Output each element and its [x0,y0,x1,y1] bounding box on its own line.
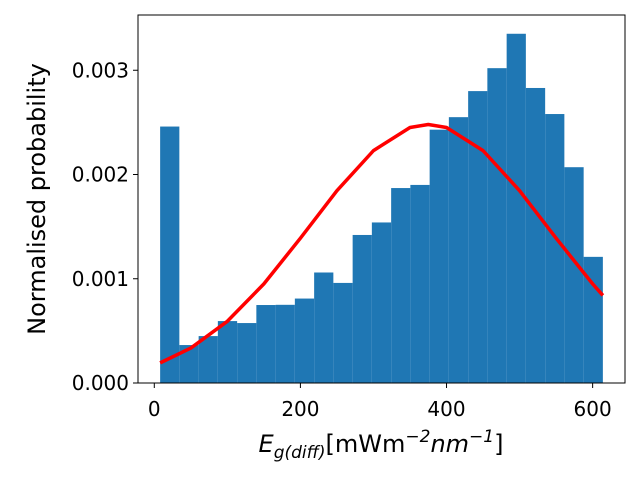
bar [294,298,315,383]
bar [333,282,353,383]
bar [179,345,199,383]
bar [352,234,372,383]
y-axis-label: Normalised probability [23,63,51,335]
bar [564,167,584,383]
bar [160,126,180,383]
bar [429,129,449,383]
bar [256,305,276,383]
x-label-part: −1 [469,427,494,447]
bar [391,188,411,383]
x-tick-label: 200 [281,397,319,421]
x-tick-label: 400 [427,397,465,421]
bar [545,114,565,383]
bar [525,87,546,384]
fit-curve [159,122,605,365]
bar [275,304,295,383]
x-label-part: nm [430,430,469,458]
bar [198,336,218,383]
bar [371,222,392,383]
bar [487,68,507,383]
bar [448,117,469,383]
x-label-part: [mWm [326,430,406,458]
bar [314,272,334,383]
y-tick-label: 0.001 [72,267,129,291]
x-label-part: ] [494,430,503,458]
y-tick-label: 0.003 [72,58,129,82]
bar [237,323,257,383]
x-tick-label: 0 [148,397,161,421]
x-label-part: −2 [405,427,430,447]
bar [468,91,488,383]
x-axis-label: Eg(diff)[mWm−2nm−1] [259,427,504,463]
y-tick-label: 0.002 [72,163,129,187]
x-label-part: g(diff) [274,443,326,463]
y-tick-label: 0.000 [72,371,129,395]
bar [217,321,238,383]
bar [410,184,430,383]
x-tick-label: 600 [574,397,612,421]
x-label-part: E [259,430,275,458]
bar [506,33,526,384]
plot-frame [137,14,626,384]
